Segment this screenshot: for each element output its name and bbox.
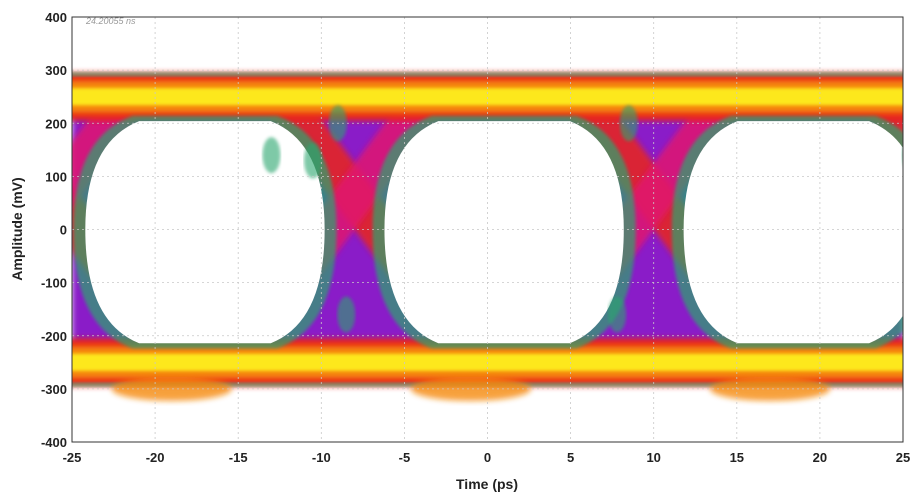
- y-tick-label: 300: [45, 63, 67, 78]
- x-tick-label: -10: [312, 450, 331, 465]
- x-axis-label: Time (ps): [456, 476, 518, 492]
- y-tick-labels: -400 -300 -200 -100 0 100 200 300 400: [41, 10, 67, 450]
- x-tick-label: -25: [63, 450, 82, 465]
- y-axis-label: Amplitude (mV): [9, 177, 25, 280]
- y-tick-label: 0: [60, 223, 67, 238]
- transition-band-falling: [72, 96, 156, 208]
- x-tick-label: -20: [146, 450, 165, 465]
- y-tick-label: 200: [45, 116, 67, 131]
- top-left-annotation: 24.20055 ns: [85, 16, 136, 26]
- eye-opening: [85, 121, 325, 344]
- y-tick-label: -200: [41, 329, 67, 344]
- signal-density-map: [72, 72, 903, 401]
- overshoot-bump: [111, 376, 232, 401]
- y-tick-label: 100: [45, 169, 67, 184]
- secondary-opening: [902, 148, 903, 163]
- x-tick-label: 10: [646, 450, 660, 465]
- x-tick-label: 5: [567, 450, 574, 465]
- y-tick-label: -300: [41, 382, 67, 397]
- x-tick-label: 25: [896, 450, 910, 465]
- eye-opening: [683, 121, 903, 344]
- x-tick-label: -5: [399, 450, 411, 465]
- secondary-opening: [337, 296, 356, 333]
- secondary-opening: [608, 296, 627, 333]
- plot-frame: [71, 16, 904, 443]
- x-tick-label: 0: [484, 450, 491, 465]
- overshoot-bump: [410, 376, 531, 401]
- x-tick-label: 15: [730, 450, 744, 465]
- eye-opening: [384, 121, 624, 344]
- x-tick-label: 20: [813, 450, 827, 465]
- secondary-opening: [303, 142, 322, 179]
- y-tick-label: -100: [41, 276, 67, 291]
- overshoot-bump: [710, 376, 831, 401]
- rail-core: [72, 353, 903, 371]
- x-tick-labels: -25 -20 -15 -10 -5 0 5 10 15 20 25: [63, 450, 911, 465]
- rail-fringe: [72, 72, 903, 77]
- y-tick-label: -400: [41, 435, 67, 450]
- rail-core: [72, 88, 903, 106]
- y-tick-label: 400: [45, 10, 67, 25]
- x-tick-label: -15: [229, 450, 248, 465]
- secondary-opening: [262, 137, 281, 174]
